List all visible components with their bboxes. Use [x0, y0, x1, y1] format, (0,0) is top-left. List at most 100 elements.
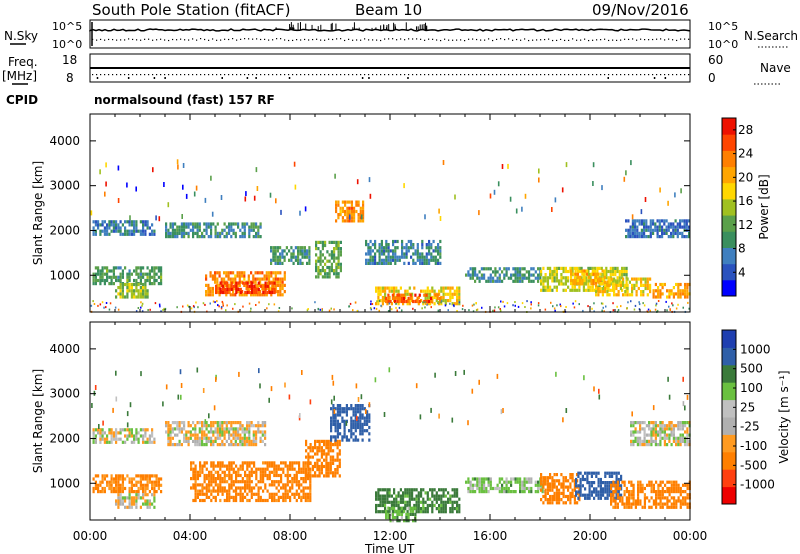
data-cell [144, 295, 147, 299]
data-cell [449, 299, 452, 303]
data-cell [575, 484, 578, 488]
data-cell [146, 266, 149, 270]
data-cell [551, 207, 553, 212]
data-cell [326, 272, 329, 276]
data-cell [192, 486, 195, 490]
nave-point [668, 74, 670, 76]
data-cell [282, 495, 285, 499]
data-cell [398, 506, 401, 510]
data-cell [139, 272, 142, 276]
data-cell [625, 490, 628, 494]
nave-point [680, 74, 682, 76]
data-cell [621, 288, 624, 292]
data-cell [294, 255, 297, 259]
data-cell [562, 482, 565, 486]
data-cell [211, 211, 214, 217]
data-cell [343, 429, 346, 433]
data-cell [681, 231, 684, 235]
data-cell [581, 484, 584, 488]
data-cell [219, 498, 222, 503]
data-cell [589, 285, 592, 289]
data-cell [251, 287, 254, 291]
data-cell [384, 286, 387, 290]
data-cell [273, 492, 276, 496]
data-cell [438, 208, 440, 214]
data-cell [271, 480, 274, 484]
data-cell [180, 430, 183, 434]
data-cell [335, 262, 338, 266]
nave-point [127, 77, 130, 79]
data-cell [643, 235, 646, 239]
data-cell [581, 493, 584, 497]
data-cell [350, 219, 353, 223]
data-cell [92, 431, 95, 435]
data-cell [514, 477, 517, 481]
data-cell [198, 439, 201, 443]
data-cell [167, 424, 170, 428]
nsearch-point [140, 39, 142, 41]
data-cell [192, 439, 195, 443]
data-cell [420, 510, 423, 514]
beam-label: Beam 10 [355, 1, 422, 19]
data-cell [555, 488, 558, 492]
data-cell [420, 299, 423, 303]
data-cell [619, 496, 622, 500]
data-cell [232, 427, 235, 431]
data-cell [650, 490, 653, 494]
data-cell [394, 516, 397, 520]
data-cell [209, 274, 212, 278]
data-cell [239, 443, 242, 447]
data-cell [593, 481, 596, 485]
data-cell [381, 510, 384, 514]
data-cell [190, 467, 193, 471]
data-cell [402, 497, 405, 501]
data-cell [214, 430, 217, 434]
data-cell [553, 494, 556, 499]
data-cell [510, 477, 513, 481]
data-cell [185, 436, 188, 440]
data-cell [341, 209, 344, 214]
data-cell [555, 494, 558, 499]
data-cell [551, 494, 554, 499]
data-cell [599, 272, 602, 276]
data-cell [639, 483, 642, 487]
data-cell [357, 213, 360, 217]
data-cell [394, 249, 397, 253]
data-cell [380, 252, 383, 256]
data-cell [130, 496, 133, 500]
data-cell [157, 477, 160, 481]
data-cell [634, 505, 637, 509]
data-cell [153, 266, 156, 270]
nave-point [104, 74, 106, 76]
data-cell [610, 493, 613, 497]
data-cell [210, 464, 213, 468]
data-cell [672, 292, 675, 296]
data-cell [199, 467, 202, 471]
nave-tick-top: 60 [708, 53, 723, 67]
data-cell [275, 198, 277, 204]
data-cell [205, 293, 208, 297]
data-cell [252, 430, 255, 434]
data-cell [339, 247, 342, 251]
data-cell [635, 293, 638, 297]
data-cell [320, 471, 323, 475]
data-cell [637, 486, 640, 491]
data-cell [337, 247, 340, 251]
nave-point [576, 74, 578, 76]
nave-point [228, 74, 230, 76]
data-cell [469, 486, 472, 491]
data-cell [126, 292, 129, 296]
data-cell [532, 267, 535, 271]
data-cell [371, 258, 374, 262]
data-cell [219, 424, 222, 428]
data-cell [171, 427, 174, 431]
data-cell [106, 278, 109, 283]
data-cell [507, 490, 510, 494]
data-cell [412, 509, 415, 513]
data-cell [403, 255, 406, 259]
data-cell [512, 477, 515, 481]
data-cell [501, 164, 504, 169]
data-cell [299, 258, 302, 262]
data-cell [224, 281, 227, 285]
data-cell [117, 477, 120, 481]
